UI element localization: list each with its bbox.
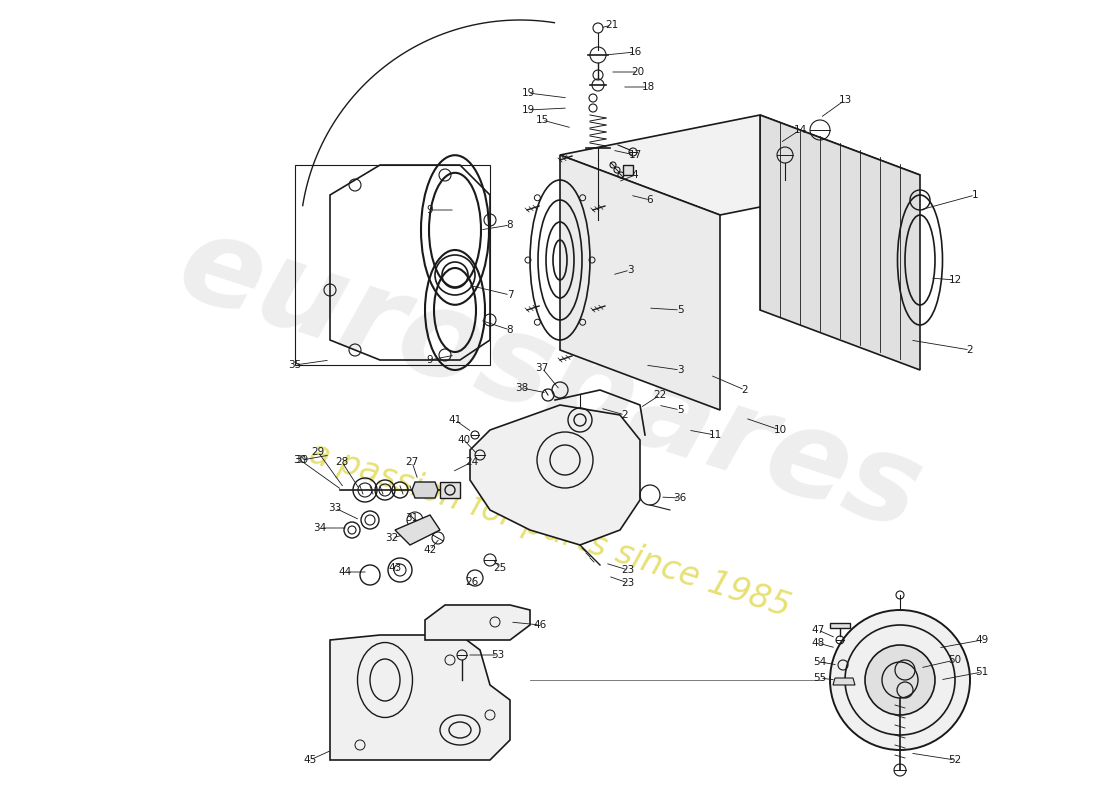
Polygon shape	[395, 515, 440, 545]
Text: 2: 2	[621, 410, 628, 420]
Text: 11: 11	[708, 430, 722, 440]
Text: 28: 28	[336, 457, 349, 467]
Text: 10: 10	[773, 425, 786, 435]
Text: 2: 2	[741, 385, 748, 395]
Text: 8: 8	[507, 325, 514, 335]
Polygon shape	[440, 482, 460, 498]
Text: 23: 23	[621, 565, 635, 575]
Text: 51: 51	[976, 667, 989, 677]
Text: 23: 23	[621, 578, 635, 588]
Text: 45: 45	[304, 755, 317, 765]
Text: 9: 9	[427, 355, 433, 365]
Text: 52: 52	[948, 755, 961, 765]
Text: 7: 7	[507, 290, 514, 300]
Text: 47: 47	[812, 625, 825, 635]
Text: 32: 32	[385, 533, 398, 543]
Polygon shape	[833, 678, 855, 685]
Text: 19: 19	[521, 88, 535, 98]
Text: 22: 22	[653, 390, 667, 400]
Text: 3: 3	[627, 265, 634, 275]
Text: 53: 53	[492, 650, 505, 660]
Text: 33: 33	[329, 503, 342, 513]
Polygon shape	[425, 605, 530, 640]
Circle shape	[865, 645, 935, 715]
Text: 3: 3	[676, 365, 683, 375]
Polygon shape	[470, 405, 640, 545]
Text: 19: 19	[521, 105, 535, 115]
Polygon shape	[560, 155, 720, 410]
Text: 40: 40	[458, 435, 471, 445]
Text: 18: 18	[641, 82, 654, 92]
Text: 31: 31	[406, 513, 419, 523]
Text: 21: 21	[605, 20, 618, 30]
Text: 25: 25	[494, 563, 507, 573]
Circle shape	[830, 610, 970, 750]
Text: 34: 34	[314, 523, 327, 533]
Text: 30: 30	[294, 455, 307, 465]
Text: 48: 48	[812, 638, 825, 648]
Text: eurospares: eurospares	[165, 205, 935, 555]
Text: 5: 5	[676, 405, 683, 415]
Text: 35: 35	[288, 360, 301, 370]
Text: 42: 42	[424, 545, 437, 555]
Text: 8: 8	[507, 220, 514, 230]
Text: 2: 2	[967, 345, 974, 355]
Polygon shape	[623, 165, 632, 175]
Polygon shape	[412, 482, 438, 498]
Text: 39: 39	[296, 455, 309, 465]
Text: 1: 1	[971, 190, 978, 200]
Text: 37: 37	[536, 363, 549, 373]
Text: 6: 6	[647, 195, 653, 205]
Text: 5: 5	[676, 305, 683, 315]
Text: 55: 55	[813, 673, 826, 683]
Text: 14: 14	[793, 125, 806, 135]
Text: 17: 17	[628, 150, 641, 160]
Text: 26: 26	[465, 577, 478, 587]
Text: 24: 24	[465, 457, 478, 467]
Text: 46: 46	[534, 620, 547, 630]
Text: 29: 29	[311, 447, 324, 457]
Text: 9: 9	[427, 205, 433, 215]
Text: 27: 27	[406, 457, 419, 467]
Text: 15: 15	[536, 115, 549, 125]
Text: 50: 50	[948, 655, 961, 665]
Polygon shape	[760, 115, 920, 370]
Text: 41: 41	[449, 415, 462, 425]
Polygon shape	[830, 623, 850, 628]
Text: a passion for parts since 1985: a passion for parts since 1985	[305, 437, 795, 623]
Text: 13: 13	[838, 95, 851, 105]
Polygon shape	[560, 115, 920, 215]
Text: 43: 43	[388, 563, 401, 573]
Text: 12: 12	[948, 275, 961, 285]
Text: 49: 49	[976, 635, 989, 645]
Text: 36: 36	[673, 493, 686, 503]
Text: 20: 20	[631, 67, 645, 77]
Text: 4: 4	[631, 170, 638, 180]
Polygon shape	[330, 635, 510, 760]
Text: 38: 38	[516, 383, 529, 393]
Text: 16: 16	[628, 47, 641, 57]
Text: 54: 54	[813, 657, 826, 667]
Text: 44: 44	[339, 567, 352, 577]
